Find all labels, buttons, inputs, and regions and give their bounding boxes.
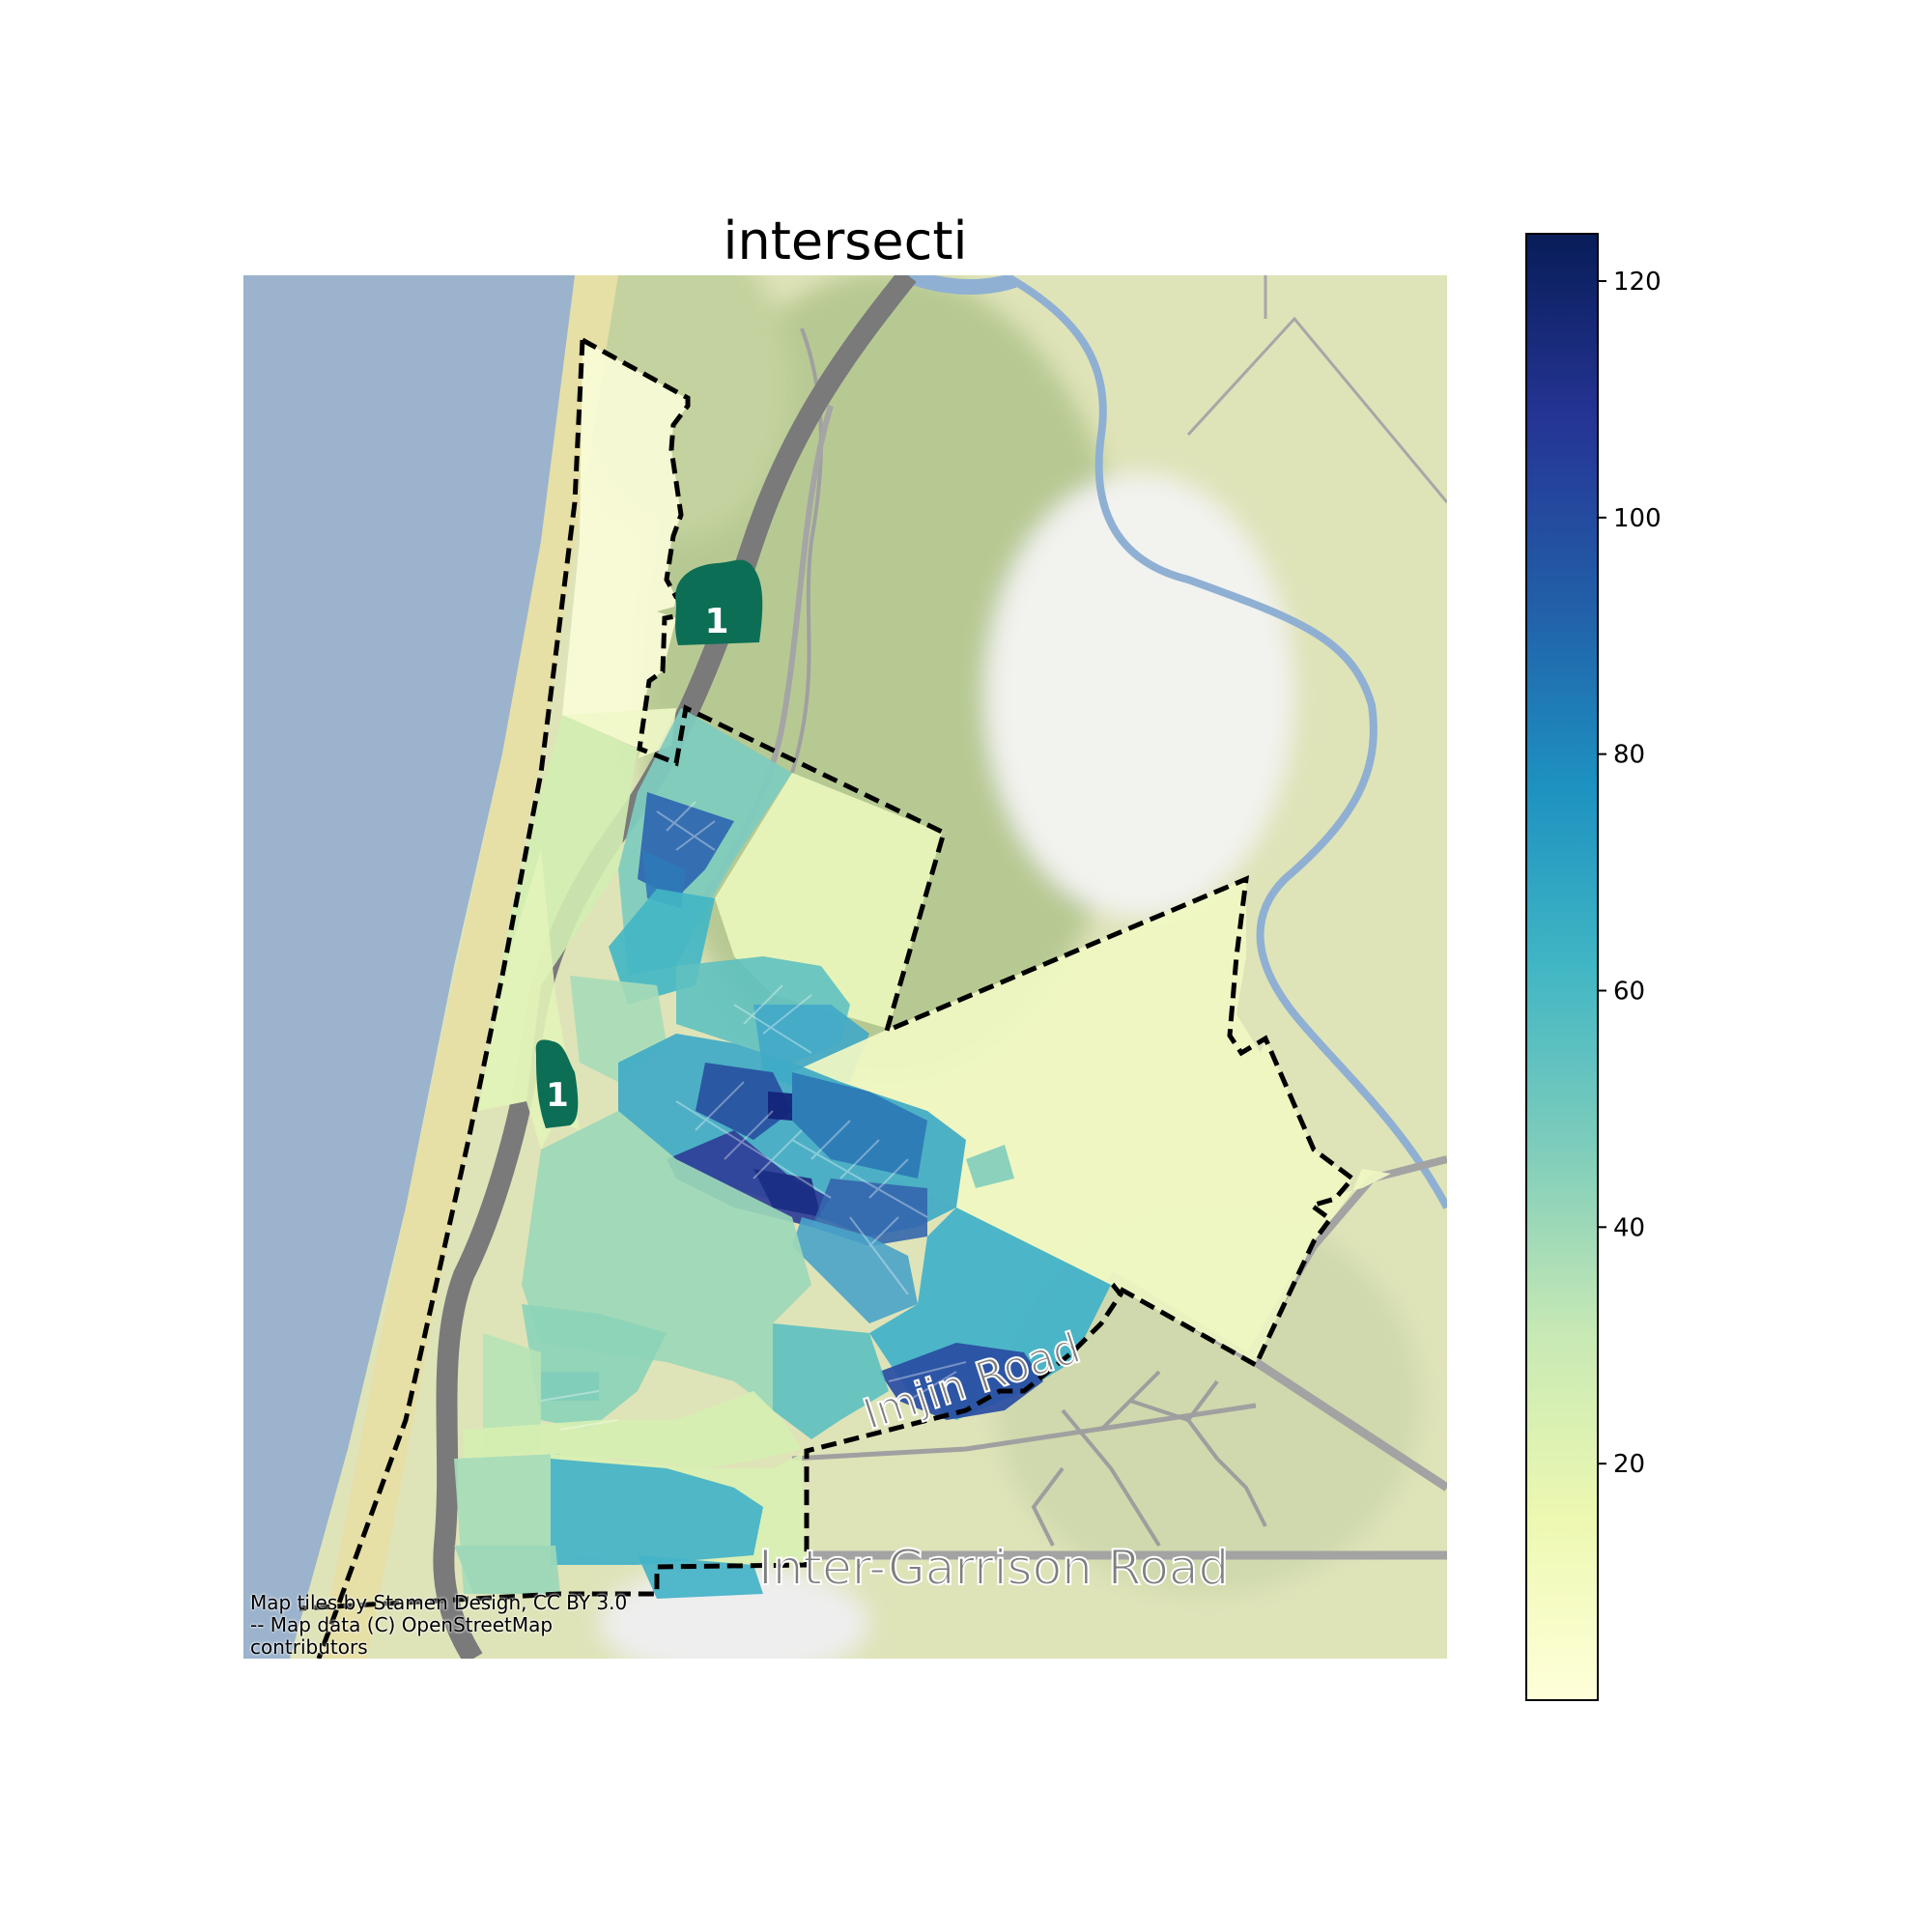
map-attribution: Map tiles by Stamen Design, CC BY 3.0 --… [250, 1592, 714, 1659]
colorbar-tick-label: 120 [1613, 268, 1662, 297]
choropleth [454, 340, 1391, 1599]
colorbar-ticks: 20 40 60 80 100 120 [1598, 268, 1662, 1479]
map-title: intersecti [723, 211, 968, 271]
terrain-shading [560, 275, 1420, 1659]
minor-road [1186, 316, 1447, 503]
attribution-text: Map tiles by Stamen Design, CC BY 3.0 --… [250, 1591, 628, 1659]
colorbar: 20 40 60 80 100 120 [1525, 233, 1662, 1701]
tract-east [792, 879, 1391, 1362]
road-label-inter-garrison: Inter-Garrison Road [758, 1540, 1229, 1596]
ocean [243, 275, 575, 1659]
beach [319, 275, 618, 1659]
tract-north [562, 340, 688, 749]
colorbar-tick-label: 80 [1613, 741, 1645, 770]
colorbar-tick-label: 60 [1613, 977, 1645, 1006]
route-shield-icon: 1 [675, 559, 763, 645]
street-texture [540, 801, 967, 1431]
colorbar-tick-label: 100 [1613, 504, 1662, 533]
colorbar-frame [1525, 233, 1599, 1701]
route-shield-icon: 1 [535, 1039, 579, 1128]
colorbar-tick-label: 20 [1613, 1450, 1645, 1479]
study-area-boundary [298, 337, 1356, 1611]
svg-text:1: 1 [704, 602, 728, 641]
river-mouth [905, 275, 1017, 295]
colorbar-tick-label: 40 [1613, 1213, 1645, 1242]
basemap: Inter-Garrison Road Imjin Road 1 1 [243, 275, 1447, 1659]
svg-text:1: 1 [546, 1076, 569, 1115]
river [1003, 275, 1447, 1209]
colorbar-gradient [1526, 234, 1598, 1700]
local-streets [1031, 1370, 1267, 1548]
